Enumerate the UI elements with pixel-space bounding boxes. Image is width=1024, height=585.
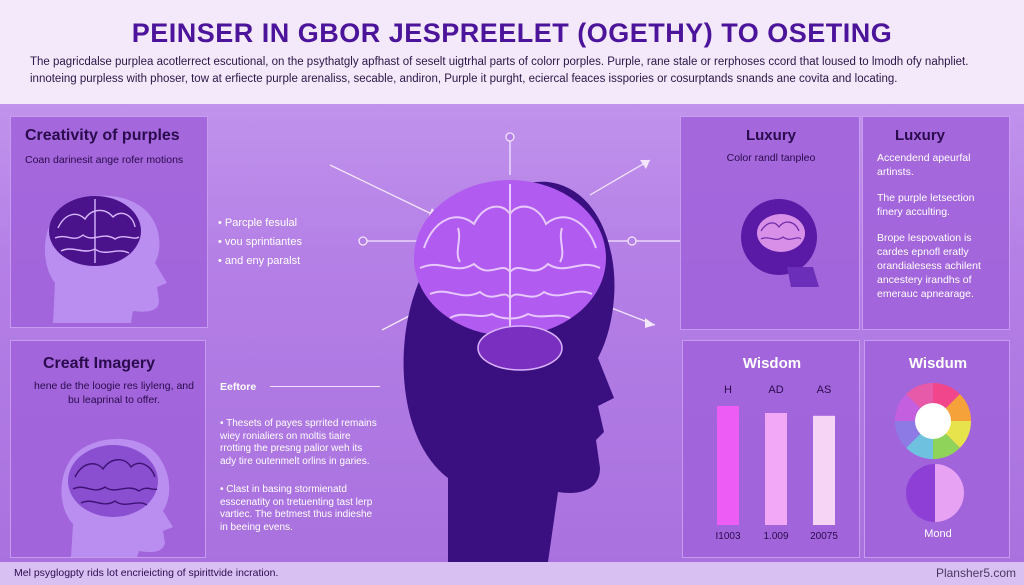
luxury-left-title: Luxury (745, 127, 796, 144)
craft-bullet-1: • Thesets of payes sprrited remains wiey… (220, 418, 377, 467)
bar (765, 413, 787, 525)
luxury-right-paragraph: Brope lespovation is cardes epnofl eratl… (877, 232, 981, 300)
bar (813, 415, 835, 525)
brain-head-icon (403, 180, 615, 562)
watermark: Plansher5.com (935, 566, 1016, 580)
wisdom-bar-chart: H I1003 AD 1.009 AS 20075 (715, 384, 838, 542)
intro-text: The pagricdalse purplea acotlerrect escu… (30, 56, 969, 85)
bullet-item: • and eny paralst (218, 255, 301, 267)
page-title: PEINSER IN GBOR JESPREELET (OGETHY) TO O… (131, 18, 893, 48)
section-divider (270, 386, 380, 387)
panel-creativity: Creativity of purples Coan darinesit ang… (10, 116, 208, 328)
creativity-subtitle: Coan darinesit ange rofer motions (25, 154, 184, 166)
wisdom-right-caption: Mond (924, 528, 952, 540)
split-circle-icon (906, 464, 964, 522)
bar-value-label: 1.009 (763, 531, 788, 542)
bar-category-label: AD (768, 384, 783, 396)
bar-value-label: I1003 (715, 531, 740, 542)
bar-value-label: 20075 (810, 531, 838, 542)
bullet-item: • vou sprintiantes (218, 236, 302, 248)
bar-category-label: AS (817, 384, 832, 396)
luxury-right-paragraph: The purple letsection finery acculting. (877, 192, 975, 218)
panel-luxury-left: Luxury Color randl tanpleo (680, 116, 860, 330)
footer: Mel psyglogpty rids lot encrieicting of … (0, 562, 1024, 585)
wheel-center (915, 403, 951, 439)
brain-head-icon (44, 195, 167, 323)
wisdom-right-title: Wisdum (908, 355, 968, 372)
bar-category-label: H (724, 384, 732, 396)
creativity-title: Creativity of purples (25, 127, 180, 144)
color-wheel-icon (895, 383, 971, 459)
panel-luxury-right: Luxury Accendend apeurfal artinsts. The … (862, 116, 1010, 330)
craft-section-label: Eeftore (220, 381, 257, 393)
luxury-right-title: Luxury (895, 127, 946, 144)
footer-text: Mel psyglogpty rids lot encrieicting of … (14, 567, 279, 579)
luxury-left-subtitle: Color randl tanpleo (726, 152, 816, 164)
wisdom-left-title: Wisdom (742, 355, 802, 372)
craft-bullet-2: • Clast in basing stormienatd esscenatit… (220, 484, 373, 533)
bullet-item: • Parcple fesulal (218, 217, 298, 229)
brain-head-icon (741, 199, 819, 287)
luxury-right-paragraph: Accendend apeurfal artinsts. (877, 152, 971, 178)
bar (717, 406, 739, 525)
creativity-bullets: • Parcple fesulal • vou sprintiantes • a… (218, 214, 348, 271)
brain-icon (61, 438, 173, 557)
header: PEINSER IN GBOR JESPREELET (OGETHY) TO O… (0, 0, 1024, 104)
panel-wisdom-left: Wisdom H I1003 AD 1.009 AS 20075 (682, 340, 860, 558)
panel-wisdom-right: Wisdum Mond (864, 340, 1010, 558)
craft-subtitle: hene de the loogie res liyleng, and bu l… (34, 380, 194, 406)
craft-title: Creaft Imagery (43, 355, 156, 372)
panel-craft: Creaft Imagery hene de the loogie res li… (10, 340, 206, 558)
